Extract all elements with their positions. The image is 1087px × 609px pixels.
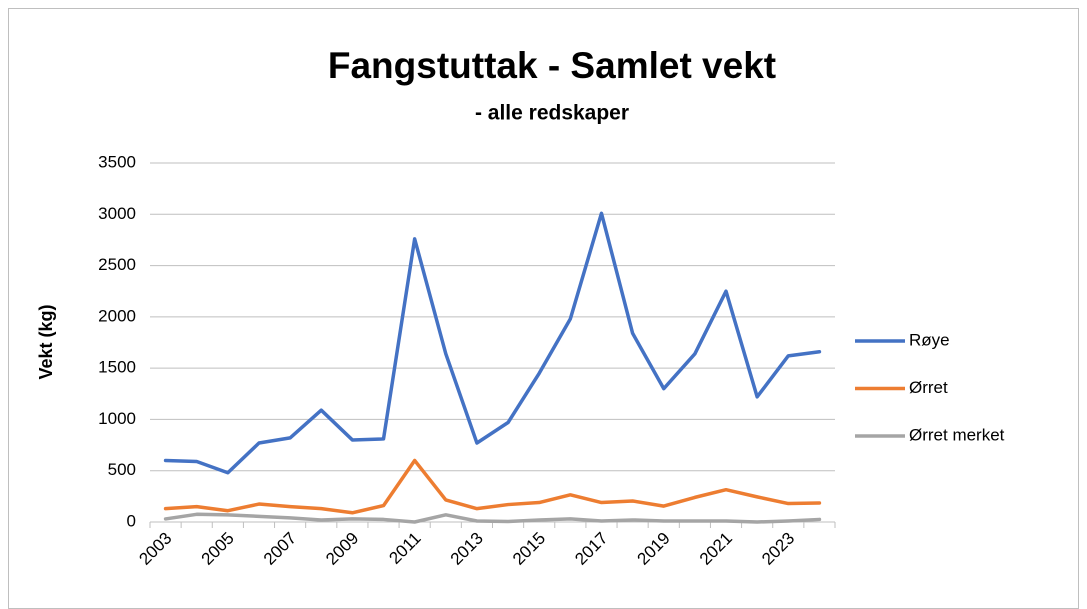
y-axis-label: Vekt (kg) (36, 304, 56, 379)
series-line (163, 512, 822, 524)
y-tick-label: 500 (108, 460, 136, 479)
chart-title: Fangstuttak - Samlet vekt (328, 45, 776, 86)
y-tick-label: 3500 (98, 152, 136, 171)
series-line (163, 211, 822, 475)
y-tick-label: 2500 (98, 255, 136, 274)
series-line (163, 458, 822, 515)
legend-label: Ørret (909, 378, 948, 397)
y-tick-label: 3000 (98, 204, 136, 223)
y-tick-label: 1500 (98, 358, 136, 377)
y-tick-label: 1000 (98, 409, 136, 428)
legend-label: Ørret merket (909, 425, 1005, 444)
legend-label: Røye (909, 330, 950, 349)
chart-subtitle: - alle redskaper (475, 102, 629, 125)
y-tick-label: 2000 (98, 306, 136, 325)
y-tick-label: 0 (127, 511, 136, 530)
